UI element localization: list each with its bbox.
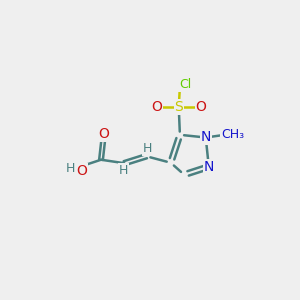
Text: O: O <box>195 100 206 114</box>
Text: CH₃: CH₃ <box>221 128 244 141</box>
Text: O: O <box>151 100 162 114</box>
Text: Cl: Cl <box>179 78 191 92</box>
Text: H: H <box>119 164 128 177</box>
Text: H: H <box>142 142 152 155</box>
Text: S: S <box>174 100 183 114</box>
Text: N: N <box>201 130 211 144</box>
Text: O: O <box>99 127 110 141</box>
Text: H: H <box>66 162 75 175</box>
Text: O: O <box>76 164 87 178</box>
Text: N: N <box>204 160 214 174</box>
